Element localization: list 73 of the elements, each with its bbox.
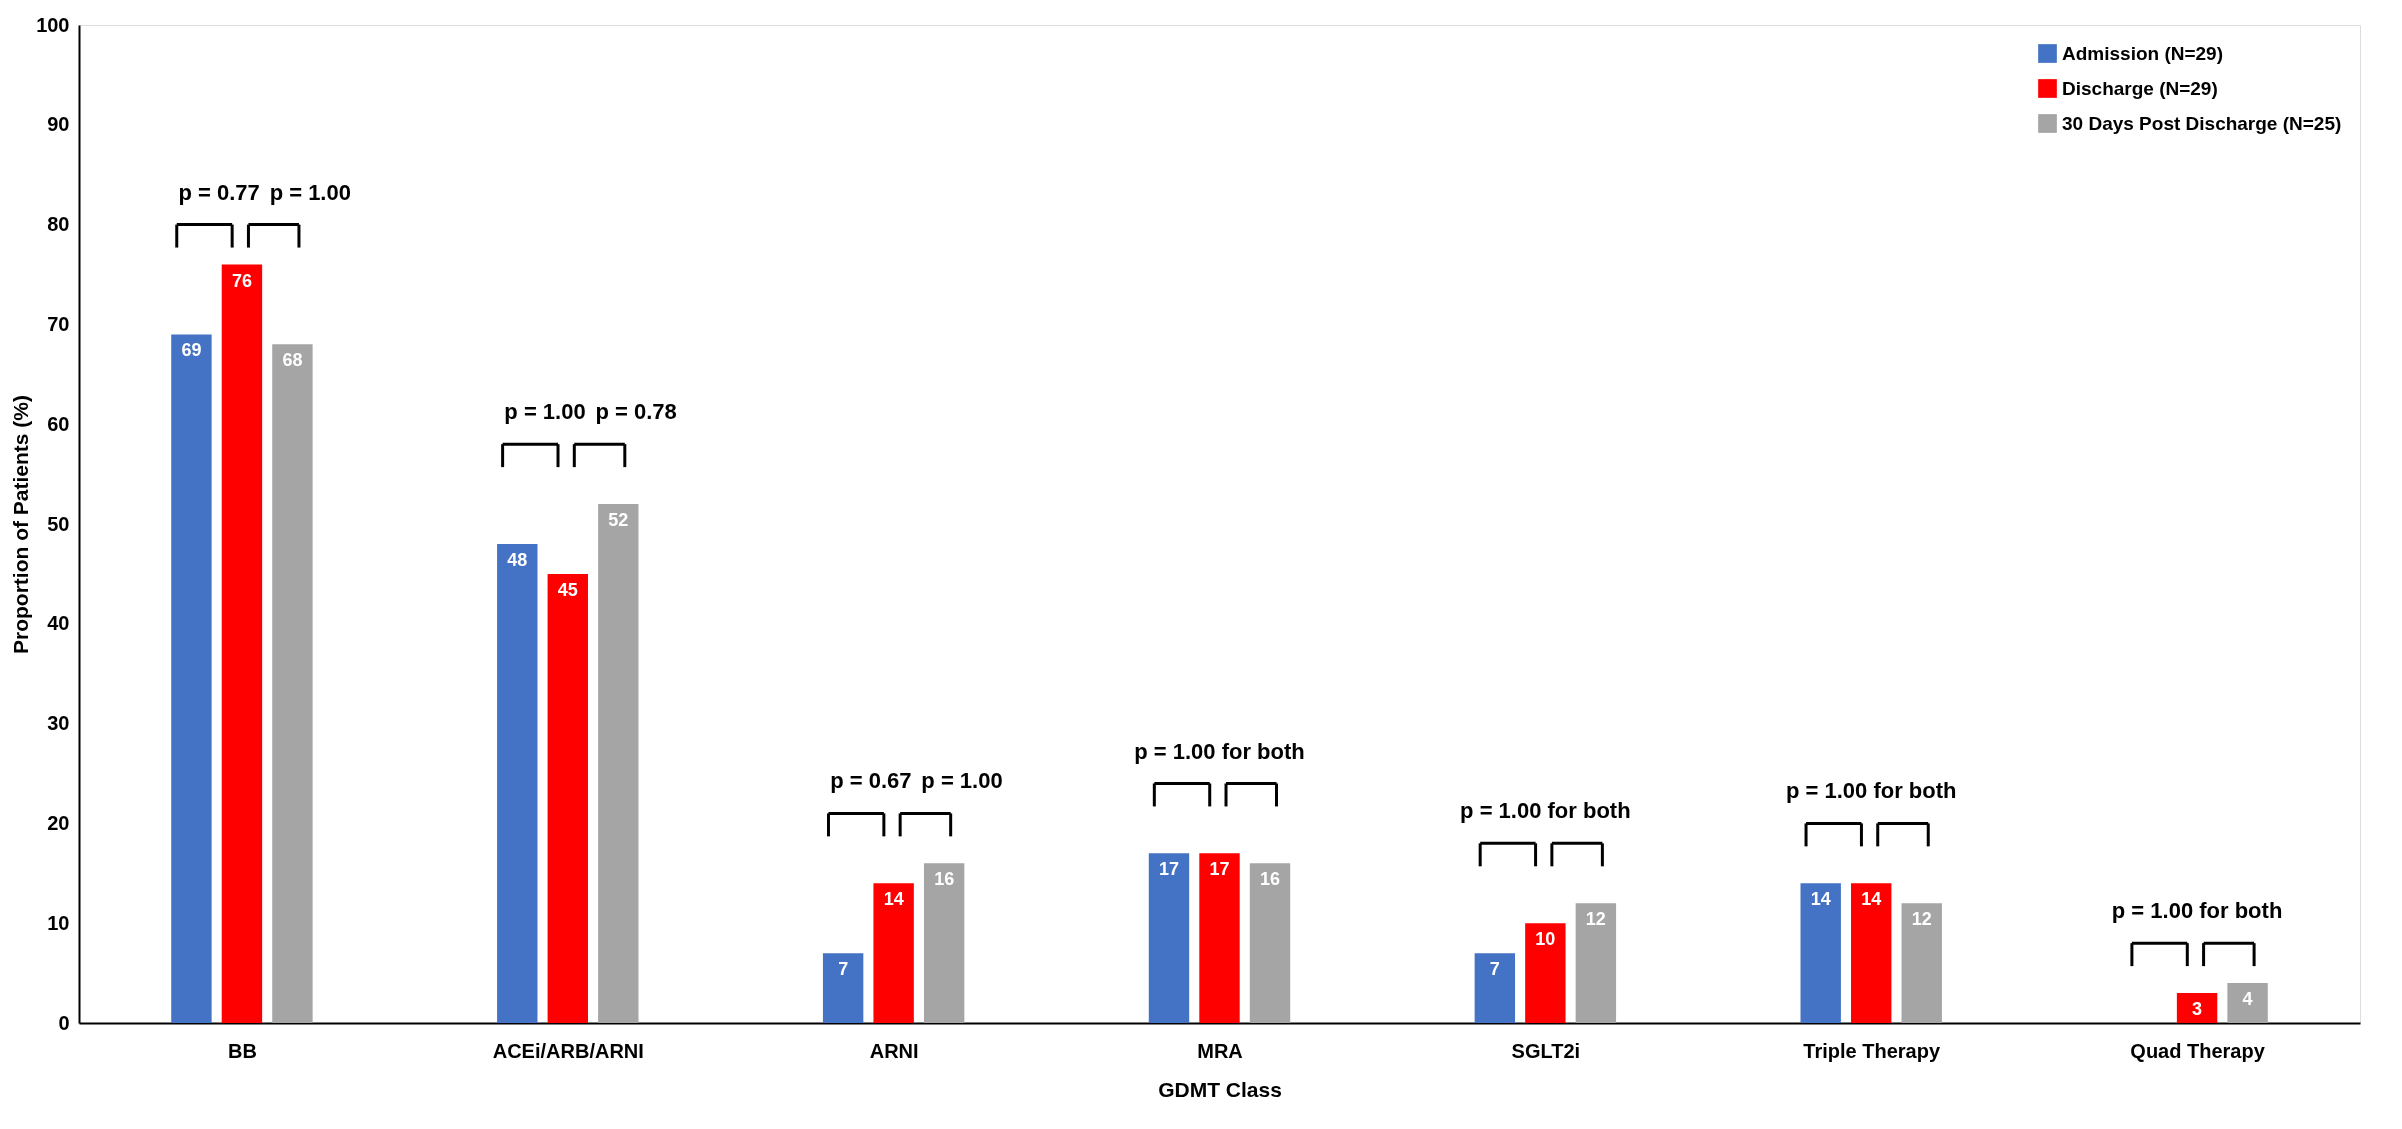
- data-label: 12: [1585, 909, 1606, 930]
- annotation: p = 0.77: [178, 179, 260, 205]
- annotation: p = 0.67: [830, 768, 912, 794]
- data-label: 45: [557, 579, 578, 600]
- bar: [1249, 863, 1291, 1023]
- y-tick-label: 70: [47, 312, 70, 335]
- x-tick-label: ARNI: [869, 1039, 919, 1062]
- y-tick-label: 50: [47, 512, 70, 535]
- bar: [1199, 853, 1240, 1023]
- x-tick-label: Triple Therapy: [1803, 1039, 1941, 1062]
- y-tick-label: 90: [47, 113, 70, 136]
- bar: [2176, 993, 2218, 1023]
- x-axis-title: GDMT Class: [1158, 1077, 1282, 1101]
- x-tick-label: MRA: [1197, 1039, 1243, 1062]
- legend-label: 30 Days Post Discharge (N=25): [2062, 112, 2342, 134]
- bar: [598, 504, 639, 1023]
- x-tick-label: Quad Therapy: [2130, 1039, 2266, 1062]
- x-tick-label: BB: [227, 1039, 257, 1062]
- x-tick-label: SGLT2i: [1511, 1039, 1581, 1062]
- bar: [1800, 883, 1841, 1023]
- data-label: 52: [608, 510, 629, 531]
- bar: [1148, 853, 1190, 1023]
- data-label: 16: [934, 869, 955, 890]
- bar: [272, 344, 313, 1023]
- y-tick-label: 80: [47, 213, 70, 236]
- bar: [1575, 903, 1617, 1023]
- annotation: p = 0.78: [595, 399, 677, 425]
- bar: [2227, 983, 2268, 1023]
- legend-label: Discharge (N=29): [2062, 77, 2218, 99]
- y-axis-title: Proportion of Patients (%): [9, 395, 33, 654]
- bar: [497, 543, 538, 1023]
- data-label: 16: [1259, 869, 1281, 890]
- y-tick-label: 20: [47, 811, 70, 834]
- y-tick-label: 10: [47, 911, 70, 934]
- bar: [221, 264, 263, 1023]
- data-label: 17: [1209, 859, 1230, 880]
- annotation: p = 1.00: [269, 179, 351, 205]
- bar: [923, 863, 965, 1023]
- data-label: 14: [883, 889, 904, 910]
- bar: [171, 334, 212, 1023]
- y-tick-label: 30: [47, 712, 70, 735]
- annotation: p = 1.00 for both: [1460, 798, 1631, 824]
- data-label: 12: [1911, 909, 1932, 930]
- annotation: p = 1.00 for both: [1134, 738, 1305, 764]
- y-tick-label: 100: [36, 13, 70, 36]
- bar: [547, 573, 588, 1023]
- data-label: 68: [282, 350, 303, 371]
- annotation: p = 1.00: [921, 768, 1003, 794]
- data-label: 14: [1861, 889, 1882, 910]
- data-label: 3: [2192, 999, 2203, 1020]
- data-label: 14: [1810, 889, 1831, 910]
- x-tick-label: ACEi/ARB/ARNI: [492, 1039, 644, 1062]
- y-tick-label: 0: [58, 1011, 70, 1034]
- data-label: 10: [1535, 929, 1556, 950]
- legend-label: Admission (N=29): [2062, 42, 2224, 64]
- y-tick-label: 40: [47, 612, 70, 635]
- data-label: 7: [838, 959, 849, 980]
- data-label: 4: [2242, 989, 2253, 1010]
- data-label: 17: [1158, 859, 1180, 880]
- bar: [1901, 903, 1942, 1023]
- y-tick-label: 60: [47, 412, 70, 435]
- bar: [1474, 953, 1516, 1023]
- bar: [1851, 883, 1892, 1023]
- bar: [873, 883, 914, 1023]
- data-label: 7: [1489, 959, 1500, 980]
- annotation: p = 1.00 for both: [1785, 778, 1957, 804]
- data-label: 69: [181, 340, 202, 361]
- annotation: p = 1.00 for both: [2111, 898, 2283, 924]
- data-label: 76: [231, 270, 252, 291]
- bar: [1525, 923, 1566, 1023]
- bar: [822, 953, 864, 1023]
- annotation: p = 1.00: [504, 399, 586, 425]
- data-label: 48: [507, 549, 528, 570]
